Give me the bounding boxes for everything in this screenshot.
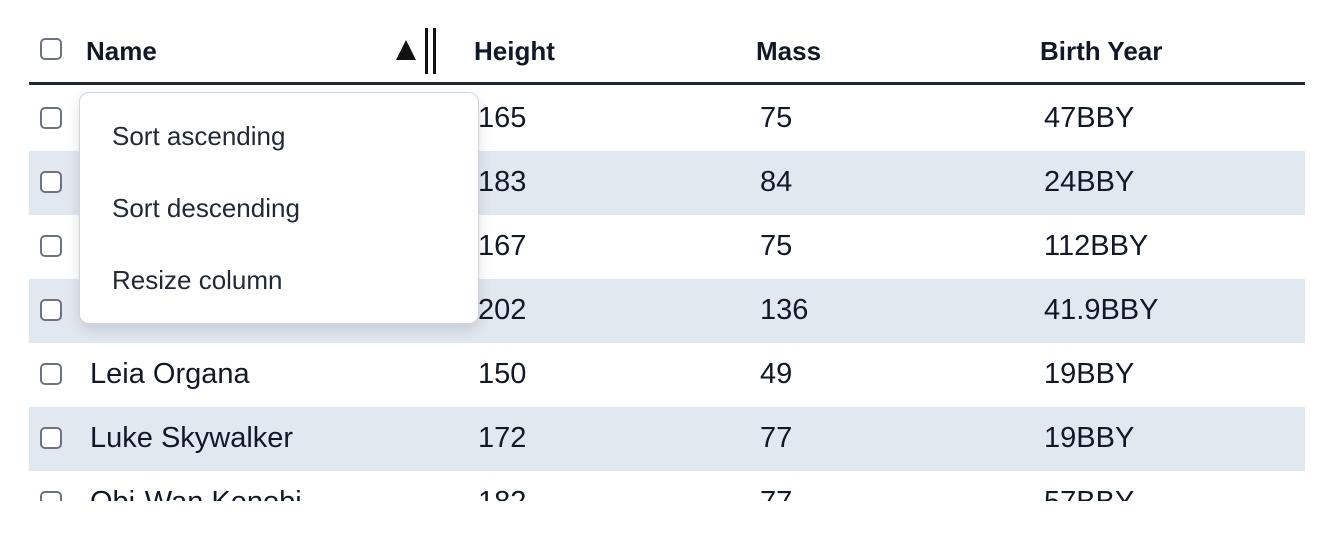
column-header[interactable]: Mass <box>756 36 822 66</box>
table-cell: 182 <box>478 486 526 501</box>
menu-item[interactable]: Sort ascending <box>112 121 286 151</box>
table-cell: Obi-Wan Kenobi <box>90 486 302 501</box>
table-cell: 84 <box>760 166 793 198</box>
table-cell: 165 <box>478 102 527 134</box>
select-all-checkbox[interactable] <box>40 38 62 60</box>
table-header: Name Height Mass Birth Year <box>29 20 1305 85</box>
table-cell: Luke Skywalker <box>90 422 294 454</box>
resize-handle[interactable] <box>433 28 436 74</box>
table-cell: 183 <box>478 166 527 198</box>
table-cell: 57BBY <box>1044 486 1134 501</box>
table-cell: 19BBY <box>1044 422 1135 454</box>
table-cell: 41.9BBY <box>1044 294 1159 326</box>
row-checkbox[interactable] <box>40 235 62 257</box>
table-cell: 24BBY <box>1044 166 1135 198</box>
row-checkbox[interactable] <box>40 107 62 129</box>
row-checkbox[interactable] <box>40 299 62 321</box>
table-cell: 49 <box>760 358 793 390</box>
table-cell: 77 <box>760 422 793 454</box>
row-checkbox[interactable] <box>40 491 62 501</box>
row-checkbox[interactable] <box>40 363 62 385</box>
table-row: 167 75 112BBY <box>29 215 1305 279</box>
table-cell: 19BBY <box>1044 358 1135 390</box>
table-row: Luke Skywalker 172 77 19BBY <box>29 407 1305 471</box>
table-cell: 75 <box>760 102 793 134</box>
table-cell: 167 <box>478 230 527 262</box>
menu-item[interactable]: Sort descending <box>112 193 300 223</box>
column-header[interactable]: Height <box>474 36 555 66</box>
table-cell: Leia Organa <box>90 358 250 390</box>
column-header[interactable]: Name <box>86 36 157 66</box>
table-cell: 202 <box>478 294 527 326</box>
table-cell: 136 <box>760 294 809 326</box>
table-cell: 150 <box>478 358 527 390</box>
table-cell: 112BBY <box>1044 230 1149 262</box>
menu-item[interactable]: Resize column <box>112 265 283 295</box>
table-row: Obi-Wan Kenobi 182 77 57BBY <box>29 471 1305 501</box>
table-row: 165 75 47BBY <box>29 87 1305 151</box>
column-header[interactable]: Birth Year <box>1040 36 1163 66</box>
table-cell: 47BBY <box>1044 102 1135 134</box>
row-checkbox[interactable] <box>40 427 62 449</box>
row-checkbox[interactable] <box>40 171 62 193</box>
table-cell: 172 <box>478 422 527 454</box>
table-row: Leia Organa 150 49 19BBY <box>29 343 1305 407</box>
sort-ascending-icon <box>396 40 416 60</box>
table-cell: 75 <box>760 230 793 262</box>
table-cell: 77 <box>760 486 792 501</box>
resize-handle[interactable] <box>425 28 428 74</box>
column-menu: Sort ascending Sort descending Resize colu… <box>79 92 479 324</box>
